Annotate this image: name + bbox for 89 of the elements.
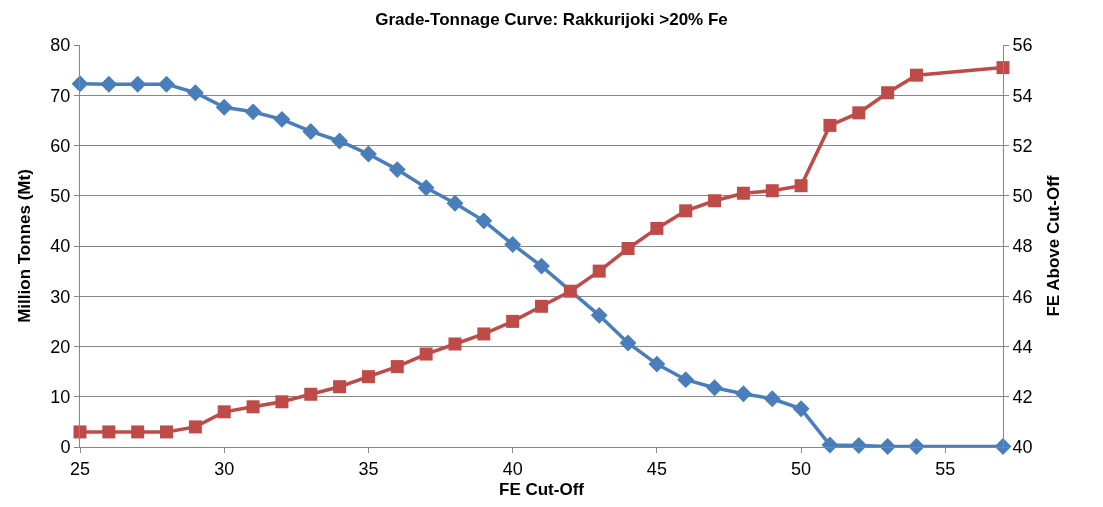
point [217, 405, 231, 419]
y-tick-label: 20 [50, 336, 71, 357]
point [390, 360, 404, 374]
y2-tick-label: 52 [1012, 135, 1033, 156]
x-tick-label: 45 [646, 458, 667, 479]
point [417, 179, 435, 197]
x-tick-label: 55 [935, 458, 956, 479]
x-axis-title: FE Cut-Off [499, 480, 585, 499]
x-tick-label: 50 [791, 458, 812, 479]
point [475, 212, 493, 230]
y-tick-label: 70 [50, 85, 71, 106]
point [215, 98, 233, 116]
x-tick-label: 25 [69, 458, 91, 479]
point [621, 242, 635, 256]
point [302, 122, 320, 140]
point [708, 194, 722, 208]
point [504, 236, 522, 253]
point [908, 438, 925, 455]
y-tick-label: 50 [50, 186, 71, 207]
y-tick-label: 30 [50, 286, 71, 307]
point [765, 184, 779, 198]
point [852, 106, 866, 120]
point [823, 118, 837, 132]
y2-tick-label: 46 [1012, 286, 1033, 307]
point [186, 84, 204, 102]
point [506, 314, 520, 328]
point [361, 370, 375, 384]
point [275, 395, 289, 409]
point [71, 75, 89, 93]
point [734, 385, 752, 403]
point [821, 436, 839, 454]
point [359, 145, 377, 163]
point [679, 204, 693, 218]
x-tick-label: 35 [358, 458, 379, 479]
y-tick-label: 40 [50, 236, 71, 257]
point [273, 110, 291, 128]
point [102, 425, 116, 439]
point [879, 438, 897, 455]
y2-tick-label: 48 [1012, 236, 1033, 257]
point [850, 437, 868, 454]
chart-title: Grade-Tonnage Curve: Rakkurijoki >20% Fe [375, 9, 728, 29]
point [160, 425, 174, 439]
y2-tick-label: 50 [1012, 186, 1033, 207]
point [129, 75, 147, 93]
point [677, 371, 695, 389]
point [794, 179, 808, 193]
point [763, 390, 781, 408]
point [446, 194, 464, 212]
point [333, 380, 347, 394]
y-axis-title: Million Tonnes (Mt) [14, 169, 34, 323]
point [619, 334, 637, 352]
point [388, 161, 406, 179]
y-tick-label: 10 [50, 387, 71, 408]
y2-tick-label: 54 [1012, 85, 1033, 106]
point [533, 257, 550, 275]
point [246, 400, 260, 414]
y-tick-label: 60 [50, 135, 71, 156]
point [477, 327, 491, 341]
y-tick-label: 80 [50, 35, 71, 56]
y2-tick-label: 40 [1012, 437, 1033, 458]
point [158, 75, 175, 93]
point [331, 132, 349, 150]
point [73, 425, 87, 439]
point [996, 61, 1010, 75]
point [304, 387, 318, 401]
y2-axis-title: FE Above Cut-Off [1044, 175, 1064, 317]
point [188, 420, 202, 434]
point [448, 337, 462, 351]
point [648, 355, 666, 373]
y2-tick-label: 44 [1012, 336, 1033, 357]
point [650, 221, 664, 235]
y2-tick-label: 56 [1012, 35, 1033, 56]
point [592, 264, 606, 278]
point [244, 103, 262, 121]
point [419, 347, 433, 361]
y2-tick-label: 42 [1012, 387, 1033, 408]
point [563, 284, 577, 298]
point [909, 68, 923, 82]
point [590, 306, 608, 324]
x-tick-label: 40 [502, 458, 523, 479]
point [100, 75, 118, 93]
point [131, 425, 145, 439]
point [792, 400, 810, 418]
y-tick-label: 0 [60, 437, 71, 458]
x-tick-label: 30 [214, 458, 235, 479]
point [736, 186, 750, 200]
point [535, 299, 548, 313]
point [706, 379, 724, 397]
point [881, 86, 895, 100]
